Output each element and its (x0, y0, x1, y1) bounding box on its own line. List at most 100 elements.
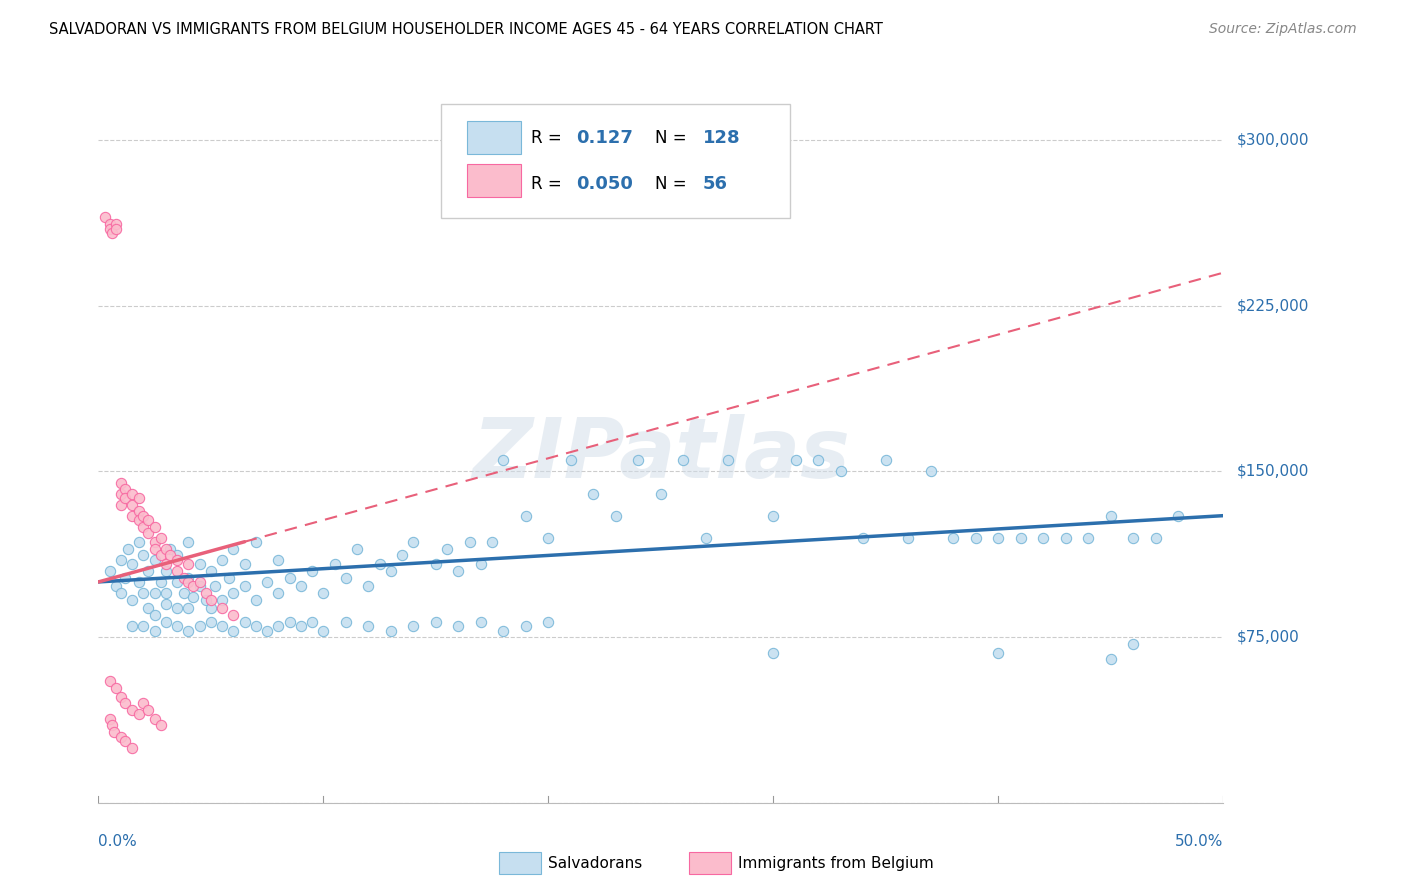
Point (173, 586, 195, 600)
Point (121, 558, 143, 572)
Text: Salvadorans: Salvadorans (548, 856, 643, 871)
Point (402, 619, 425, 633)
Point (267, 586, 290, 600)
Point (447, 564, 470, 578)
Point (155, 558, 177, 572)
Point (117, 541, 139, 556)
Point (150, 574, 173, 589)
Point (222, 624, 245, 638)
Point (301, 615, 323, 629)
Point (200, 601, 222, 615)
FancyBboxPatch shape (441, 103, 790, 219)
Point (121, 508, 143, 523)
Point (195, 592, 218, 607)
Point (128, 707, 150, 722)
Point (188, 574, 211, 589)
Point (132, 697, 155, 711)
Point (132, 619, 155, 633)
Point (110, 486, 132, 500)
Point (222, 586, 245, 600)
Point (195, 586, 218, 600)
Point (121, 498, 143, 512)
Point (110, 730, 132, 744)
Point (245, 619, 267, 633)
Point (357, 579, 380, 593)
Point (830, 465, 852, 479)
Point (582, 486, 605, 500)
Point (492, 624, 515, 638)
Point (1010, 531, 1032, 545)
Point (357, 619, 380, 633)
Text: R =: R = (531, 175, 568, 193)
Point (762, 508, 785, 523)
Point (114, 482, 136, 496)
Point (110, 586, 132, 600)
Point (110, 553, 132, 567)
Point (143, 541, 166, 556)
Point (136, 564, 159, 578)
Text: $150,000: $150,000 (1237, 464, 1309, 479)
Point (166, 619, 188, 633)
Point (537, 615, 560, 629)
Point (515, 619, 537, 633)
Point (650, 486, 672, 500)
Text: R =: R = (531, 128, 568, 146)
Text: 0.0%: 0.0% (98, 834, 138, 849)
Point (143, 712, 166, 726)
Point (188, 619, 211, 633)
Point (323, 558, 346, 572)
Point (267, 619, 290, 633)
Point (110, 690, 132, 704)
Text: $225,000: $225,000 (1237, 298, 1309, 313)
Point (121, 486, 143, 500)
Point (233, 615, 256, 629)
Point (1144, 531, 1167, 545)
FancyBboxPatch shape (467, 164, 522, 197)
Point (177, 601, 200, 615)
Point (105, 681, 128, 695)
Point (105, 579, 128, 593)
Text: $300,000: $300,000 (1237, 133, 1309, 148)
Point (200, 592, 222, 607)
Point (177, 574, 200, 589)
Point (200, 564, 222, 578)
Point (470, 615, 492, 629)
Text: 128: 128 (703, 128, 740, 146)
Point (391, 549, 413, 563)
Point (143, 553, 166, 567)
Point (256, 624, 278, 638)
Point (136, 703, 159, 717)
Point (132, 586, 155, 600)
Point (150, 549, 173, 563)
Point (121, 740, 143, 755)
Point (290, 579, 312, 593)
Point (672, 453, 695, 467)
Point (380, 564, 402, 578)
Point (159, 541, 181, 556)
Point (312, 624, 335, 638)
Point (101, 718, 124, 732)
Point (717, 453, 740, 467)
Point (245, 535, 267, 549)
Point (1099, 652, 1122, 666)
Point (267, 553, 290, 567)
Point (312, 586, 335, 600)
Text: N =: N = (655, 175, 692, 193)
Point (965, 531, 987, 545)
Point (301, 564, 323, 578)
Point (211, 553, 233, 567)
Point (425, 558, 447, 572)
Point (105, 221, 128, 235)
Point (537, 531, 560, 545)
Point (166, 553, 188, 567)
Point (132, 519, 155, 533)
Point (695, 531, 717, 545)
Point (110, 475, 132, 490)
Point (785, 453, 807, 467)
Point (150, 718, 173, 732)
Text: 0.050: 0.050 (576, 175, 633, 193)
Point (98, 564, 121, 578)
Point (166, 549, 188, 563)
Point (114, 734, 136, 748)
Point (128, 535, 150, 549)
